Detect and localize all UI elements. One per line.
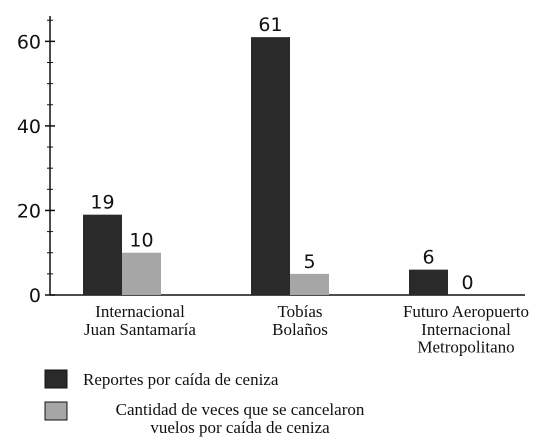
legend-swatch: [44, 369, 68, 389]
bar: [122, 252, 161, 295]
bar: [83, 214, 122, 295]
bar: [409, 269, 448, 295]
value-label: 61: [258, 14, 282, 36]
value-label: 10: [129, 230, 153, 252]
value-label: 5: [303, 251, 315, 273]
x-tick-label: Internacional Juan Santamaría: [84, 302, 196, 339]
legend-swatch: [44, 401, 68, 421]
x-tick-label: Futuro Aeropuerto Internacional Metropolit…: [403, 302, 529, 357]
y-tick-label: 0: [29, 285, 41, 307]
y-tick-label: 60: [17, 31, 41, 53]
value-label: 6: [422, 247, 434, 269]
value-label: 19: [90, 192, 114, 214]
x-tick-label: Tobías Bolaños: [272, 302, 328, 339]
legend-label: Reportes por caída de ceniza: [83, 370, 279, 389]
legend-label: Cantidad de veces que se cancelaron vuelo…: [116, 400, 365, 437]
y-tick-label: 20: [17, 200, 41, 222]
bar: [251, 37, 290, 296]
bar: [290, 273, 329, 295]
value-label: 0: [461, 272, 473, 294]
y-tick-label: 40: [17, 116, 41, 138]
